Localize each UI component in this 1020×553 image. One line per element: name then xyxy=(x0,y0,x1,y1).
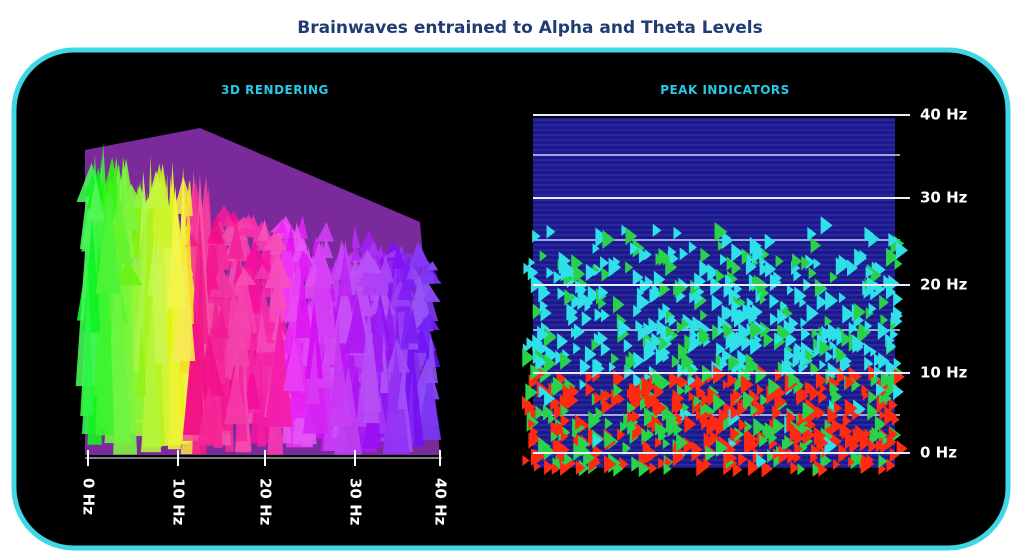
panel-label: PEAK INDICATORS xyxy=(660,83,790,97)
peak-indicators xyxy=(522,115,910,477)
x-axis-label: 40 Hz xyxy=(432,478,450,526)
x-axis-label: 0 Hz xyxy=(80,478,98,515)
x-axis-label: 30 Hz xyxy=(347,478,365,526)
figure: Brainwaves entrained to Alpha and Theta … xyxy=(0,0,1020,553)
panel-label: 3D RENDERING xyxy=(221,83,329,97)
y-axis-label: 20 Hz xyxy=(920,276,968,294)
y-axis-label: 40 Hz xyxy=(920,106,968,124)
page: Brainwaves entrained to Alpha and Theta … xyxy=(0,0,1020,553)
x-axis-label: 20 Hz xyxy=(257,478,275,526)
y-axis-label: 0 Hz xyxy=(920,444,957,462)
y-axis-label: 30 Hz xyxy=(920,189,968,207)
y-axis-label: 10 Hz xyxy=(920,364,968,382)
title: Brainwaves entrained to Alpha and Theta … xyxy=(297,18,762,38)
x-axis-label: 10 Hz xyxy=(170,478,188,526)
